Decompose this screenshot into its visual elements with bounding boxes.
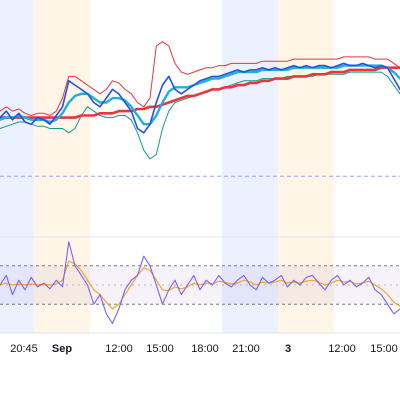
price-band_upper-line[interactable] bbox=[0, 41, 400, 116]
oscillator-oscillator-line[interactable] bbox=[0, 241, 400, 324]
time-axis-tick-label: 15:00 bbox=[146, 343, 174, 355]
oscillator-pane[interactable] bbox=[0, 241, 400, 324]
time-axis-tick-label: 12:00 bbox=[328, 343, 356, 355]
time-axis-tick-label: 18:00 bbox=[191, 343, 219, 355]
time-axis-tick-label: 3 bbox=[285, 343, 291, 355]
time-axis-tick-label: 12:00 bbox=[105, 343, 133, 355]
oscillator-signal-line[interactable] bbox=[0, 260, 400, 310]
time-axis[interactable]: 20:45 Sep 12:00 15:00 18:00 21:00 3 12:00 15:00 bbox=[10, 343, 398, 355]
price-ma_slow-line[interactable] bbox=[0, 66, 400, 119]
time-axis-tick-label: Sep bbox=[52, 343, 72, 355]
session-band-premarket bbox=[34, 0, 90, 333]
session-band-overnight bbox=[222, 0, 278, 333]
price-pane[interactable] bbox=[0, 41, 400, 177]
price-price-line[interactable] bbox=[0, 62, 400, 134]
time-axis-tick-label: 15:00 bbox=[370, 343, 398, 355]
session-bands bbox=[0, 0, 334, 333]
time-axis-tick-label: 20:45 bbox=[10, 343, 38, 355]
time-axis-tick-label: 21:00 bbox=[232, 343, 260, 355]
session-band-overnight bbox=[0, 0, 34, 333]
